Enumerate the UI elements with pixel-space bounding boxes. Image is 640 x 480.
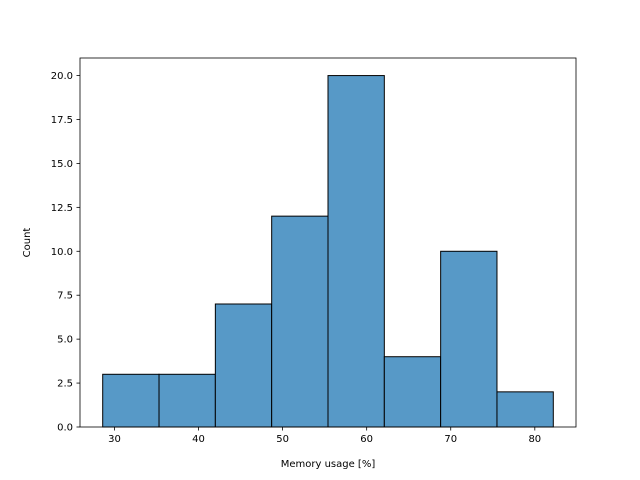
y-axis-label: Count [22, 228, 33, 258]
histogram-bar-6 [383, 356, 442, 428]
y-tick-label: 7.5 [57, 291, 73, 302]
histogram-bar-2 [158, 373, 216, 428]
x-tick-label: 60 [360, 434, 373, 445]
y-tick-label: 10.0 [51, 247, 73, 258]
x-tick-label: 30 [108, 434, 121, 445]
x-tick-label: 40 [192, 434, 205, 445]
y-tick-label: 15.0 [51, 159, 73, 170]
y-ticks-group: 0.0 2.5 5.0 7.5 10.0 12.5 15.0 17.5 20.0 [51, 71, 80, 434]
histogram-bar-7 [440, 250, 498, 428]
histogram-bar-1 [102, 373, 160, 428]
y-tick-label: 2.5 [57, 379, 73, 390]
x-axis-label: Memory usage [%] [281, 459, 376, 470]
histogram-bar-5 [327, 75, 385, 428]
y-tick-label: 20.0 [51, 71, 73, 82]
plot-frame [79, 57, 577, 428]
x-ticks-group: 30 40 50 60 70 80 [108, 427, 541, 445]
y-tick-label: 12.5 [51, 203, 73, 214]
bars-group [102, 75, 554, 428]
histogram-bar-3 [214, 303, 273, 428]
x-tick-label: 80 [528, 434, 541, 445]
x-tick-label: 50 [276, 434, 289, 445]
histogram-bar-8 [496, 391, 554, 428]
y-tick-label: 0.0 [57, 423, 73, 434]
y-tick-label: 5.0 [57, 335, 73, 346]
y-tick-label: 17.5 [51, 115, 73, 126]
x-tick-label: 70 [444, 434, 457, 445]
histogram-bar-4 [271, 215, 329, 428]
